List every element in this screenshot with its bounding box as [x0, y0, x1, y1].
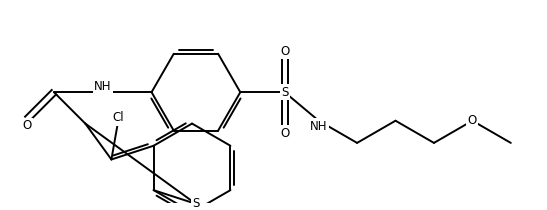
Text: O: O — [280, 45, 289, 58]
Text: NH: NH — [94, 80, 112, 93]
Text: S: S — [192, 197, 200, 210]
Text: NH: NH — [310, 119, 328, 133]
Text: O: O — [280, 126, 289, 139]
Text: O: O — [468, 114, 477, 127]
Text: S: S — [281, 86, 288, 99]
Text: O: O — [22, 119, 32, 132]
Text: Cl: Cl — [112, 111, 124, 124]
